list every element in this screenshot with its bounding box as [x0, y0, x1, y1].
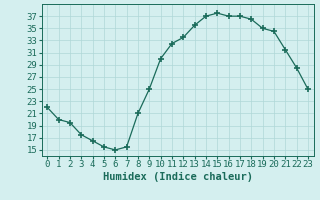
X-axis label: Humidex (Indice chaleur): Humidex (Indice chaleur) — [103, 172, 252, 182]
